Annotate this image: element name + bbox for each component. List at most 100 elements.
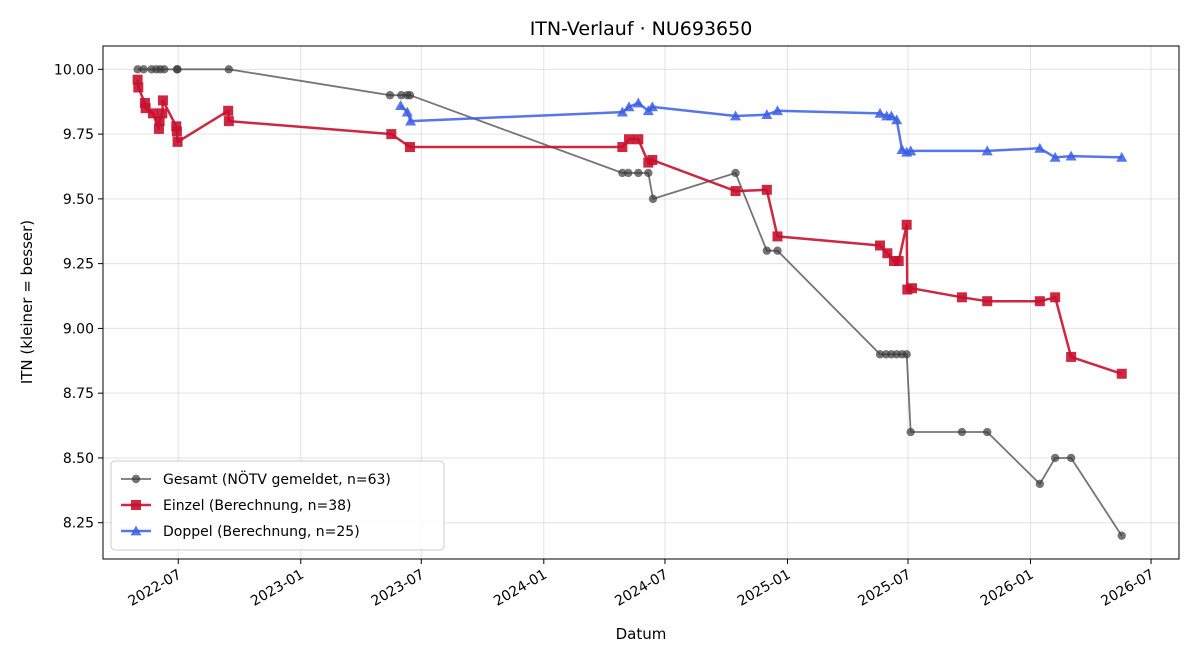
data-point-marker — [223, 116, 234, 127]
data-point-marker — [1034, 296, 1045, 307]
data-point-marker — [1117, 531, 1126, 540]
data-point-marker — [147, 108, 158, 119]
y-tick-label: 10.00 — [54, 62, 94, 78]
data-point-marker — [385, 91, 395, 100]
data-point-marker — [885, 110, 897, 121]
data-point-marker — [956, 292, 967, 303]
data-point-marker — [905, 145, 917, 156]
data-point-marker — [1049, 151, 1061, 162]
data-point-marker — [1116, 151, 1128, 162]
data-point-marker — [617, 142, 628, 153]
data-point-marker — [632, 97, 644, 108]
series-gesamt — [133, 65, 1126, 540]
data-point-marker — [1050, 453, 1060, 463]
data-point-marker — [616, 106, 628, 117]
data-point-marker — [401, 106, 413, 117]
y-tick-label: 9.75 — [63, 127, 94, 143]
data-point-marker — [893, 256, 904, 267]
series-layer — [132, 65, 1128, 540]
data-point-marker — [901, 219, 912, 230]
data-point-marker — [761, 109, 773, 120]
data-point-marker — [133, 65, 142, 74]
data-point-marker — [133, 82, 144, 93]
data-point-marker — [171, 121, 182, 132]
data-point-marker — [647, 155, 658, 165]
x-axis-label: Datum — [616, 625, 667, 643]
data-point-marker — [223, 105, 234, 116]
data-point-marker — [772, 231, 783, 242]
data-point-marker — [646, 101, 658, 112]
data-point-marker — [618, 168, 627, 178]
data-point-marker — [173, 65, 182, 74]
data-point-marker — [131, 500, 141, 510]
data-point-marker — [157, 108, 168, 119]
legend-label: Doppel (Berechnung, n=25) — [163, 524, 360, 540]
legend-label: Gesamt (NÖTV gemeldet, n=63) — [163, 470, 391, 488]
data-point-marker — [405, 91, 415, 100]
data-point-marker — [139, 98, 150, 108]
data-point-marker — [130, 525, 142, 536]
data-point-marker — [624, 134, 635, 145]
data-point-marker — [404, 142, 415, 153]
data-point-marker — [160, 65, 169, 74]
data-point-marker — [983, 427, 992, 437]
data-point-marker — [648, 194, 658, 204]
data-point-marker — [386, 129, 397, 140]
data-point-marker — [981, 145, 993, 156]
data-point-marker — [634, 168, 643, 178]
y-tick-label: 8.50 — [63, 451, 94, 467]
data-point-marker — [891, 114, 903, 125]
data-point-marker — [902, 350, 911, 359]
data-point-marker — [172, 136, 183, 147]
y-tick-label: 9.50 — [63, 192, 94, 208]
data-point-marker — [906, 283, 917, 294]
data-point-marker — [624, 168, 633, 178]
data-point-marker — [730, 186, 741, 197]
data-point-marker — [1116, 368, 1127, 379]
legend-label: Einzel (Berechnung, n=38) — [163, 498, 352, 514]
data-point-marker — [140, 103, 151, 114]
data-point-marker — [730, 110, 742, 121]
data-point-marker — [982, 296, 993, 307]
data-point-marker — [405, 115, 417, 126]
data-point-marker — [224, 65, 234, 74]
data-point-marker — [397, 91, 406, 100]
legend-entry-einzel: Einzel (Berechnung, n=38) — [121, 498, 352, 514]
data-point-marker — [623, 101, 635, 112]
data-point-marker — [882, 248, 893, 259]
series-doppel — [395, 97, 1128, 162]
y-tick-label: 8.25 — [63, 516, 94, 532]
data-point-marker — [395, 100, 407, 110]
y-axis-label: ITN (kleiner = besser) — [18, 220, 36, 384]
data-point-marker — [1065, 150, 1077, 161]
data-point-marker — [157, 95, 168, 106]
data-point-marker — [171, 126, 182, 137]
data-point-marker — [875, 350, 885, 359]
chart-title: ITN-Verlauf · NU693650 — [530, 18, 753, 40]
data-point-marker — [131, 474, 141, 484]
data-point-marker — [906, 427, 915, 437]
data-point-marker — [644, 168, 653, 178]
y-tick-label: 9.00 — [63, 321, 94, 337]
data-point-marker — [154, 116, 165, 127]
data-point-marker — [1050, 292, 1061, 303]
grid-layer — [103, 46, 1179, 559]
data-point-marker — [139, 65, 148, 74]
data-point-marker — [153, 123, 164, 134]
data-point-marker — [132, 74, 143, 85]
data-point-marker — [731, 168, 740, 178]
data-point-marker — [1066, 351, 1077, 362]
plot-frame — [102, 45, 1180, 560]
legend-box — [110, 460, 445, 551]
legend-entry-doppel: Doppel (Berechnung, n=25) — [121, 524, 360, 540]
data-point-marker — [633, 134, 644, 145]
series-line — [137, 68, 1123, 537]
data-point-marker — [762, 246, 772, 255]
data-point-marker — [875, 240, 886, 251]
data-point-marker — [1035, 479, 1045, 489]
data-point-marker — [1066, 453, 1076, 463]
data-point-marker — [761, 184, 772, 195]
